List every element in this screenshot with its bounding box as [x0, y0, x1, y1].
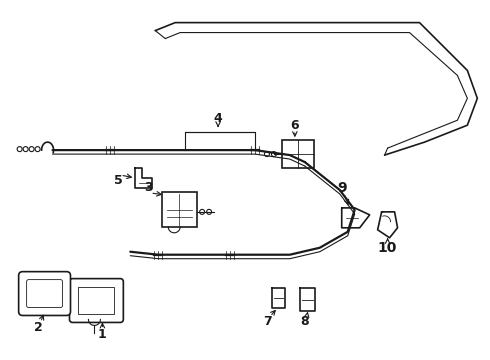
Text: 3: 3	[144, 181, 152, 194]
Bar	[78, 287, 114, 315]
Bar	[162, 192, 197, 227]
Text: 8: 8	[300, 315, 309, 328]
FancyBboxPatch shape	[26, 280, 63, 307]
Text: 4: 4	[214, 112, 222, 125]
Text: 5: 5	[114, 174, 122, 186]
Text: 2: 2	[34, 321, 43, 334]
Text: 1: 1	[98, 328, 107, 341]
Text: 7: 7	[264, 315, 272, 328]
FancyBboxPatch shape	[70, 279, 123, 323]
Text: 10: 10	[378, 241, 397, 255]
Text: 9: 9	[337, 181, 346, 195]
Bar	[282, 140, 314, 168]
FancyBboxPatch shape	[19, 272, 71, 315]
Text: 6: 6	[291, 119, 299, 132]
